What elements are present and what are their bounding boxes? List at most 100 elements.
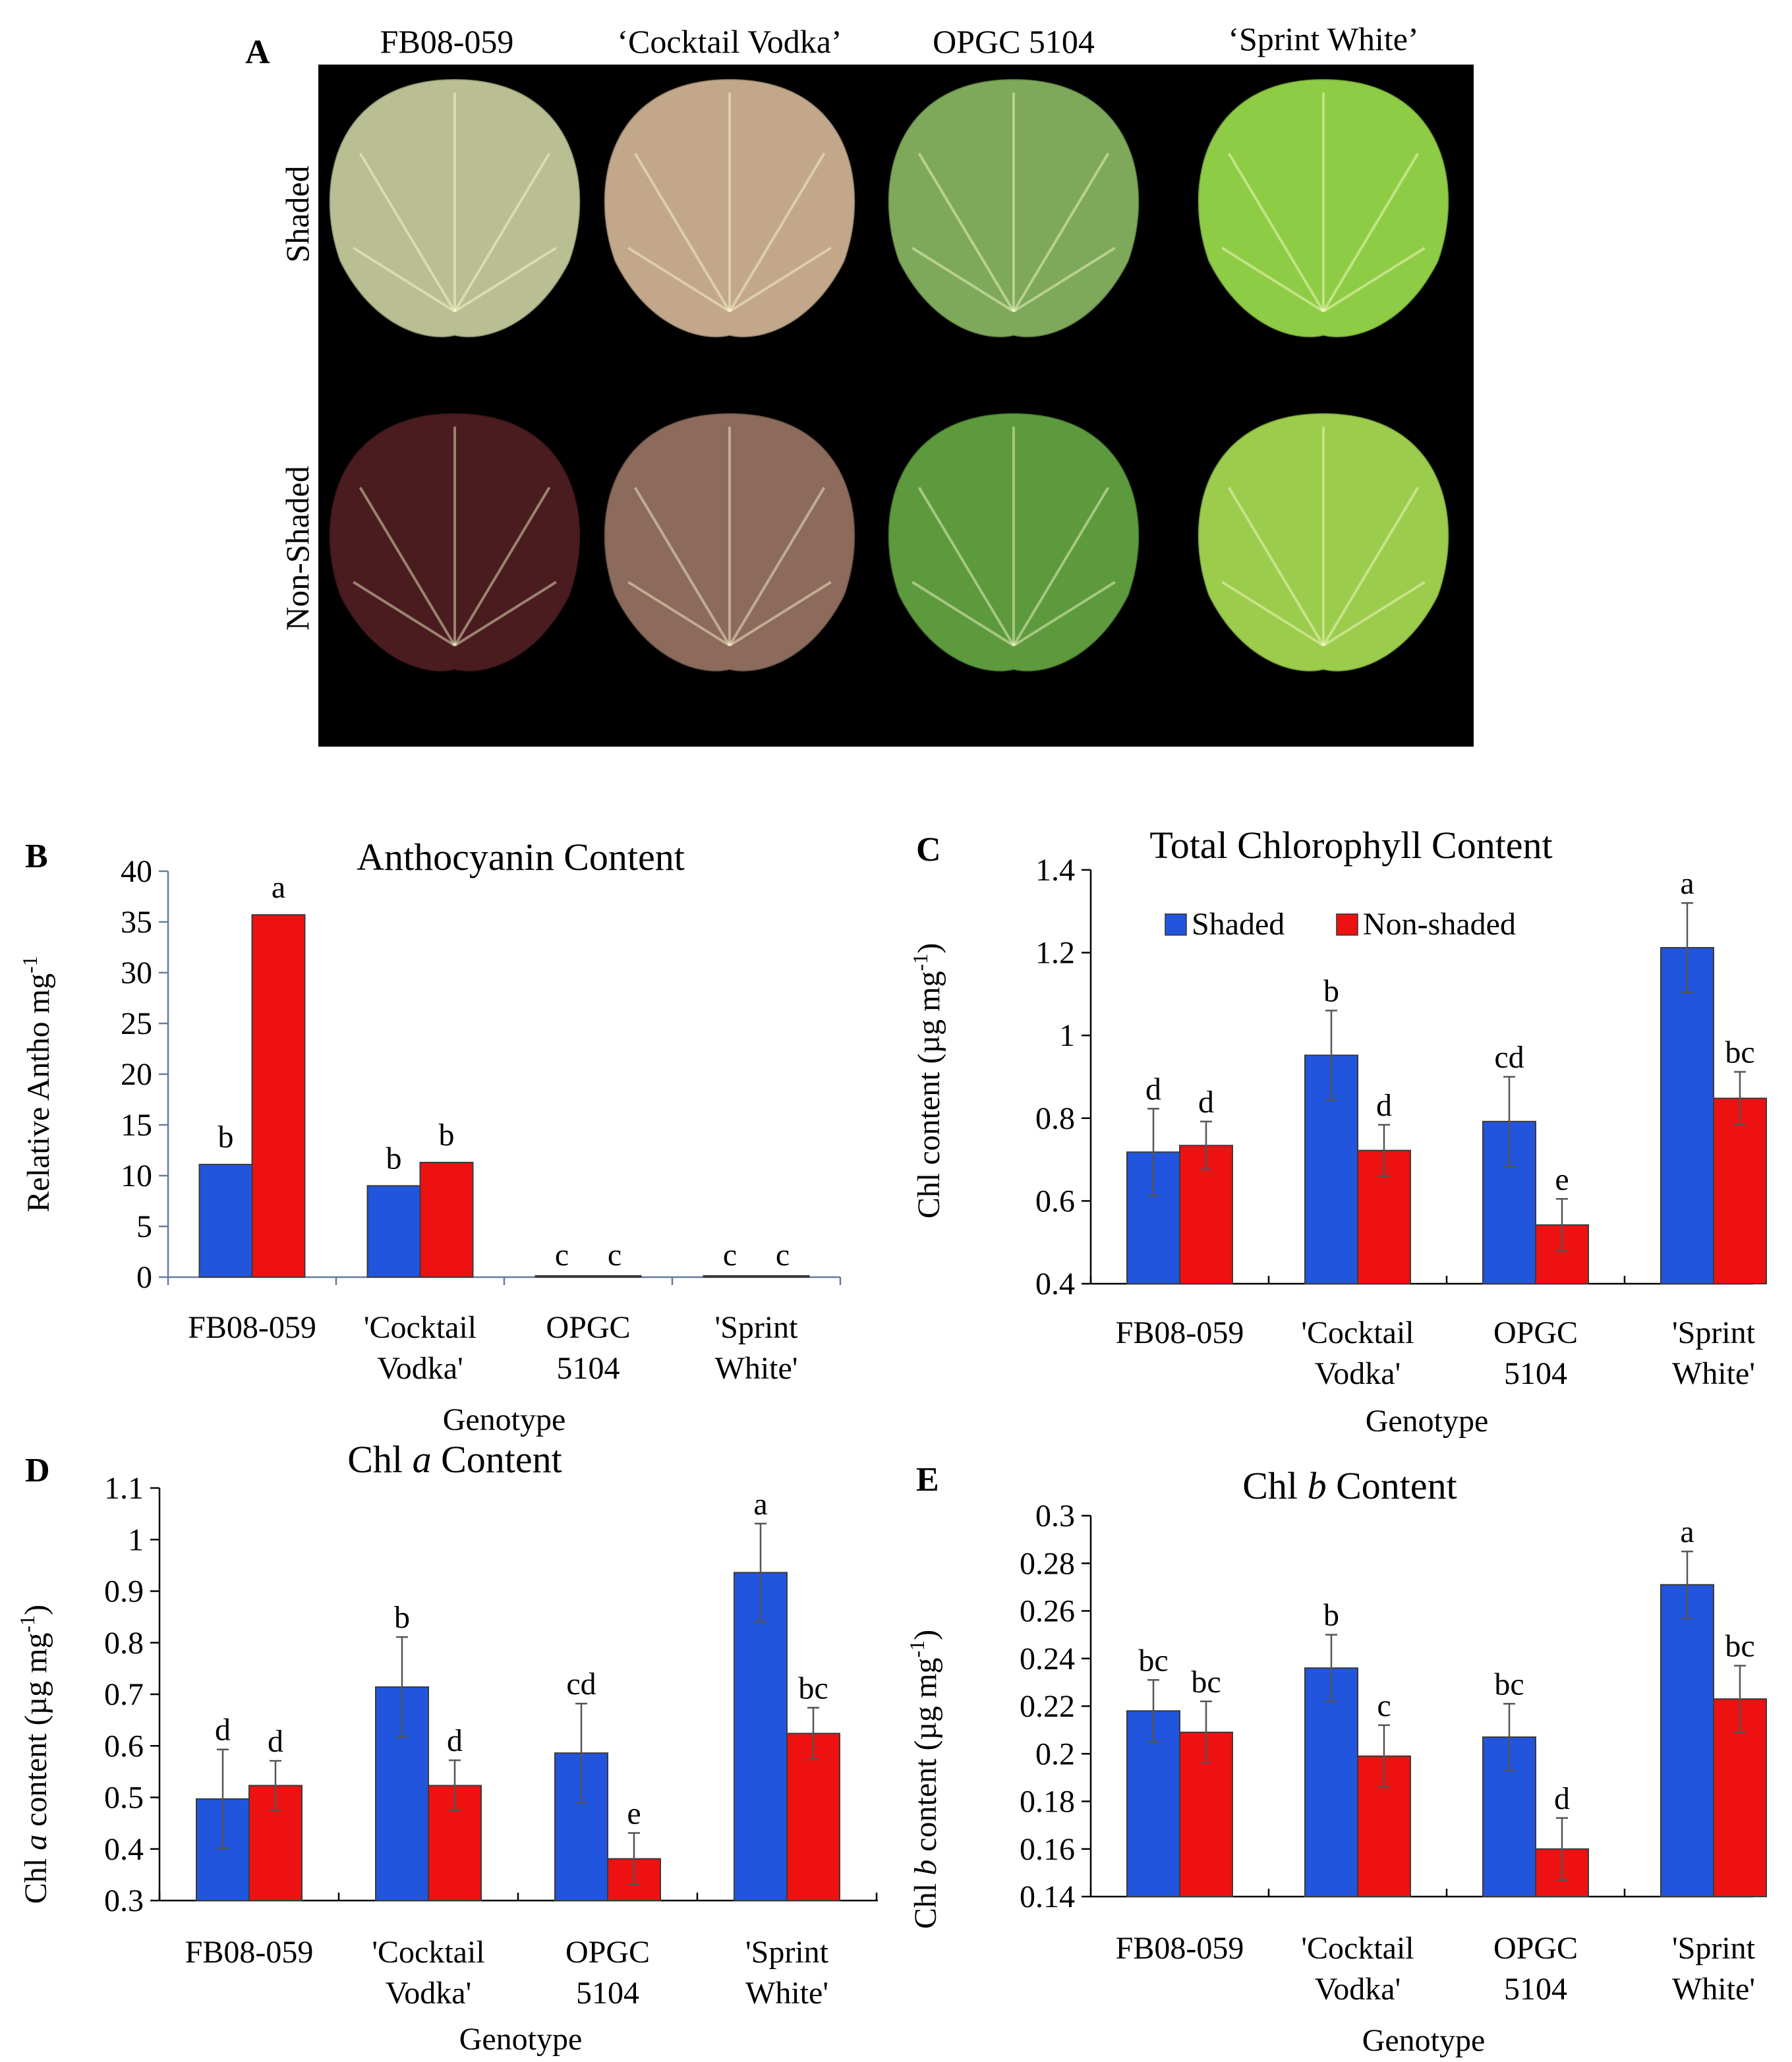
- significance-letter: bc: [798, 1671, 828, 1705]
- x-tick-label: OPGC: [1493, 1315, 1578, 1350]
- panel-a-column-label: OPGC 5104: [933, 23, 1095, 60]
- panel-d-label: D: [25, 1452, 50, 1489]
- x-tick-label: White': [1672, 1356, 1755, 1391]
- y-tick-label: 0.28: [1020, 1546, 1075, 1581]
- significance-letter: d: [268, 1724, 283, 1759]
- significance-letter: b: [439, 1118, 455, 1153]
- significance-letter: c: [555, 1238, 569, 1273]
- y-tick-label: 0.8: [1035, 1101, 1075, 1136]
- significance-letter: a: [1680, 1514, 1694, 1549]
- x-axis-label: Genotype: [443, 1402, 566, 1437]
- leaf-vein: [728, 581, 832, 647]
- leaf-vein: [1322, 581, 1426, 647]
- bar-shaded: [1660, 947, 1714, 1284]
- significance-letter: b: [1323, 974, 1339, 1009]
- leaf-shape: [328, 412, 581, 673]
- significance-letter: e: [627, 1796, 641, 1831]
- panel-a-column-label: ‘Cocktail Vodka’: [617, 23, 842, 60]
- y-tick-label: 0.14: [1020, 1879, 1075, 1914]
- leaf-photo: [1197, 78, 1450, 339]
- leaf-vein: [453, 486, 551, 646]
- significance-letter: d: [1554, 1781, 1570, 1816]
- x-tick-label: FB08-059: [185, 1935, 314, 1970]
- leaf-vein: [728, 152, 826, 312]
- significance-letter: d: [215, 1713, 231, 1748]
- y-tick-label: 0.4: [1035, 1267, 1075, 1302]
- leaf-photo: [603, 78, 856, 339]
- x-tick-label: OPGC: [565, 1935, 650, 1970]
- x-tick-label: FB08-059: [1116, 1315, 1244, 1350]
- legend-swatch-shaded: [1165, 913, 1187, 936]
- chart-title: Anthocyanin Content: [357, 836, 685, 878]
- x-tick-label: 'Cocktail: [1301, 1931, 1414, 1966]
- bar-shaded: [734, 1572, 788, 1902]
- panel-a-row-label: Non-Shaded: [279, 466, 316, 631]
- x-tick-label: Vodka': [1315, 1356, 1401, 1391]
- leaf-vein: [917, 152, 1015, 312]
- panel-e-label: E: [916, 1461, 939, 1499]
- x-tick-label: 5104: [576, 1976, 639, 2011]
- x-tick-label: FB08-059: [1116, 1931, 1244, 1966]
- y-tick-label: 0.3: [1035, 1499, 1075, 1533]
- x-tick-label: 5104: [1504, 1356, 1567, 1391]
- x-tick-label: 5104: [1504, 1972, 1567, 2007]
- leaf-shape: [328, 78, 581, 339]
- leaf-vein: [627, 581, 731, 647]
- leaf-vein: [453, 246, 557, 313]
- bar-non-shaded: [755, 1275, 810, 1278]
- y-tick-label: 30: [121, 956, 152, 990]
- panel-b-anthocyanin-chart: B Anthocyanin Content Relative Antho mg-…: [18, 836, 842, 1437]
- panel-a: A FB08-059 ‘Cocktail Vodka’ OPGC 5104 ‘S…: [245, 20, 1474, 747]
- y-tick-label: 0.5: [104, 1781, 144, 1816]
- leaf-vein: [1012, 152, 1110, 312]
- leaf-vein: [728, 246, 832, 313]
- panel-d-chl-a-chart: D Chl a Content Chl a content (µg mg-1) …: [15, 1438, 878, 2057]
- y-axis-label: Chl b content (µg mg-1): [905, 1630, 943, 1929]
- significance-letter: b: [218, 1120, 234, 1155]
- y-tick-label: 0.26: [1020, 1594, 1075, 1629]
- x-tick-label: White': [715, 1351, 798, 1386]
- chart-title: Chl b Content: [1242, 1464, 1457, 1507]
- panel-e-chl-b-chart: E Chl b Content Chl b content (µg mg-1) …: [905, 1461, 1767, 2058]
- significance-letter: a: [272, 870, 285, 905]
- x-tick-label: Vodka': [1315, 1972, 1401, 2007]
- panel-a-column-label: ‘Sprint White’: [1228, 20, 1418, 57]
- significance-letter: d: [447, 1723, 463, 1758]
- y-tick-label: 0: [136, 1260, 152, 1295]
- panel-c-total-chlorophyll-chart: C Total Chlorophyll Content Chl content …: [908, 824, 1767, 1439]
- y-tick-label: 0.7: [104, 1677, 144, 1712]
- y-tick-label: 0.3: [104, 1883, 144, 1918]
- significance-letter: b: [394, 1600, 410, 1635]
- significance-letter: d: [1145, 1072, 1161, 1106]
- leaf-shape: [887, 412, 1140, 673]
- x-tick-label: 'Cocktail: [1301, 1315, 1414, 1350]
- leaf-vein: [1322, 246, 1426, 313]
- leaf-photo: [887, 412, 1140, 673]
- x-tick-label: FB08-059: [188, 1310, 316, 1345]
- leaf-photo: [603, 412, 856, 673]
- x-tick-label: 'Sprint: [1672, 1931, 1756, 1966]
- y-tick-label: 0.18: [1020, 1785, 1075, 1819]
- leaf-vein: [633, 486, 731, 646]
- y-tick-label: 1.4: [1035, 853, 1075, 888]
- leaf-vein: [1012, 246, 1116, 313]
- y-tick-label: 35: [121, 905, 152, 940]
- y-tick-label: 1.2: [1035, 936, 1075, 971]
- x-tick-label: Vodka': [377, 1351, 463, 1386]
- leaf-vein: [1012, 486, 1110, 646]
- y-tick-label: 0.9: [104, 1574, 144, 1609]
- y-tick-label: 25: [121, 1006, 152, 1041]
- y-tick-label: 0.4: [104, 1832, 144, 1867]
- significance-letter: cd: [566, 1667, 596, 1702]
- leaf-vein: [917, 486, 1015, 646]
- y-tick-label: 0.8: [104, 1626, 144, 1661]
- leaf-photo: [887, 78, 1140, 339]
- significance-letter: d: [1198, 1085, 1214, 1120]
- x-axis-label: Genotype: [1362, 2023, 1486, 2058]
- panel-a-column-label: FB08-059: [380, 23, 514, 60]
- leaf-vein: [359, 152, 456, 312]
- leaf-shape: [887, 78, 1140, 339]
- significance-letter: bc: [1138, 1643, 1168, 1678]
- bar-shaded: [1660, 1584, 1714, 1897]
